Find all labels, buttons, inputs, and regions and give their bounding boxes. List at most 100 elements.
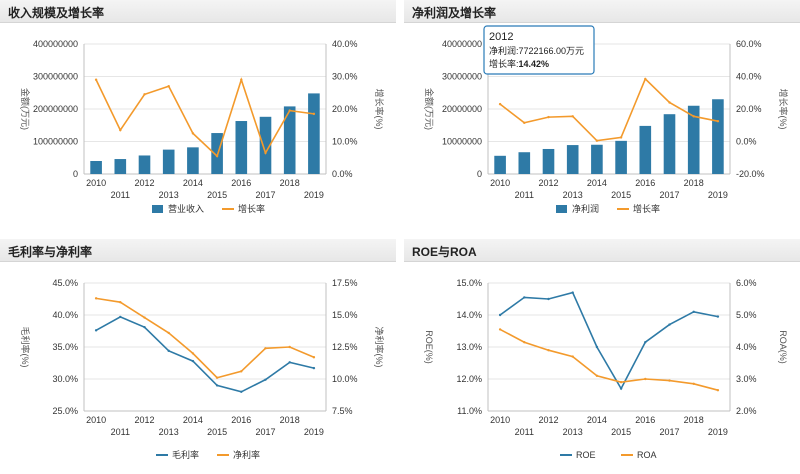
left-tick-label: 45.0%	[52, 278, 78, 288]
line-point	[288, 109, 291, 112]
left-tick-label: 40.0%	[52, 310, 78, 320]
line-point	[312, 366, 316, 370]
left-tick-label: 30000000	[442, 72, 482, 82]
panel-title: 毛利率与净利率	[8, 245, 93, 259]
left-axis-title: ROE(%)	[424, 330, 434, 364]
line-point	[692, 310, 695, 313]
left-tick-label: 100000000	[33, 137, 78, 147]
margin-chart: 25.0% 30.0% 35.0% 40.0% 45.0% 7.5% 10.0% 12.5% 1…	[20, 278, 385, 460]
right-tick-label: 20.0%	[332, 104, 358, 114]
x-tick-label: 2011	[515, 427, 534, 437]
x-tick-label: 2010	[490, 415, 510, 425]
left-tick-label: 35.0%	[52, 342, 78, 352]
line-point	[571, 355, 574, 358]
x-tick-label: 2010	[86, 415, 106, 425]
line-point	[595, 374, 599, 377]
left-tick-label: 0	[477, 169, 482, 179]
right-tick-label: 12.5%	[332, 342, 358, 352]
right-series-line	[499, 328, 719, 391]
legend-swatch	[152, 205, 163, 213]
x-tick-label: 2017	[255, 190, 275, 200]
line-point	[94, 297, 98, 300]
line-point	[547, 115, 550, 119]
right-tick-label: 15.0%	[332, 310, 358, 320]
bar	[114, 159, 127, 174]
left-axis-title: 金额(万元)	[20, 88, 31, 130]
left-tick-label: 30.0%	[52, 374, 78, 384]
x-tick-label: 2019	[304, 190, 324, 200]
x-tick-label: 2015	[207, 190, 227, 200]
line-point	[595, 345, 599, 349]
legend-label: ROE	[576, 450, 596, 460]
x-tick-label: 2013	[563, 190, 583, 200]
bar	[138, 155, 151, 174]
x-tick-label: 2010	[490, 178, 510, 188]
x-tick-label: 2013	[563, 427, 583, 437]
left-tick-label: 0	[73, 169, 78, 179]
right-tick-label: 4.0%	[736, 342, 757, 352]
x-tick-label: 2010	[86, 178, 106, 188]
line-point	[240, 390, 243, 393]
x-tick-label: 2011	[515, 190, 534, 200]
line-point	[619, 136, 623, 139]
line-point	[191, 352, 195, 355]
panel-margin: 毛利率与净利率 25.0% 30.0% 35.0% 40.0% 45.0% 7.5% 10.…	[0, 239, 396, 474]
right-tick-label: 2.0%	[736, 406, 757, 416]
line-point	[312, 112, 316, 116]
x-tick-label: 2019	[708, 427, 728, 437]
legend-label: 净利润	[572, 203, 599, 214]
tooltip-growth: 增长率:14.42%	[489, 58, 549, 69]
legend-label: ROA	[637, 450, 657, 460]
bar	[687, 105, 700, 174]
line-point	[644, 377, 647, 381]
x-tick-label: 2018	[684, 415, 704, 425]
revenue-chart: 0 100000000 200000000 300000000 400000000 0.0…	[20, 39, 385, 214]
line-point	[498, 313, 502, 317]
tooltip-year: 2012	[489, 31, 513, 43]
growth-rate-line	[499, 77, 719, 142]
tooltip-value: 净利润:7722166.00万元	[489, 45, 584, 56]
panel-roe: ROE与ROA 11.0% 12.0% 13.0% 14.0% 15.0% 2.0% 3.0…	[404, 239, 800, 474]
line-point	[288, 345, 291, 349]
profit-chart: 0 10000000 20000000 30000000 40000000 -20.0% 0…	[424, 25, 789, 214]
right-series-line	[95, 297, 315, 379]
x-tick-label: 2016	[231, 415, 251, 425]
line-point	[547, 297, 550, 301]
left-tick-label: 11.0%	[457, 406, 482, 416]
right-tick-label: 7.5%	[332, 406, 353, 416]
line-point	[143, 93, 146, 96]
line-point	[94, 78, 98, 81]
x-tick-label: 2015	[611, 427, 631, 437]
line-point	[191, 132, 195, 135]
x-tick-label: 2019	[708, 190, 728, 200]
line-point	[716, 119, 720, 123]
bar	[542, 148, 555, 174]
bar	[494, 155, 506, 174]
line-point	[571, 115, 574, 118]
line-point	[264, 347, 267, 350]
legend-label: 增长率	[633, 203, 660, 214]
x-tick-label: 2016	[231, 178, 251, 188]
right-axis-title: 增长率(%)	[778, 89, 789, 130]
line-point	[668, 379, 671, 382]
right-tick-label: 20.0%	[736, 104, 762, 114]
line-point	[167, 85, 170, 88]
x-tick-label: 2012	[538, 415, 558, 425]
left-tick-label: 200000000	[33, 104, 78, 114]
x-tick-label: 2015	[207, 427, 227, 437]
x-tick-label: 2018	[280, 415, 300, 425]
left-axis-title: 毛利率(%)	[20, 327, 31, 368]
x-tick-label: 2014	[587, 178, 607, 188]
right-tick-label: 0.0%	[736, 137, 757, 147]
line-point	[264, 378, 267, 381]
x-tick-label: 2014	[183, 178, 203, 188]
right-tick-label: 60.0%	[736, 39, 762, 49]
right-tick-label: 40.0%	[736, 72, 762, 82]
bar	[235, 121, 248, 174]
tooltip-growth-label: 增长率:	[489, 58, 519, 69]
left-tick-label: 40000000	[442, 39, 482, 49]
panel-header: 毛利率与净利率	[0, 239, 396, 262]
line-point	[143, 316, 146, 319]
x-tick-label: 2012	[538, 178, 558, 188]
line-point	[644, 341, 647, 344]
